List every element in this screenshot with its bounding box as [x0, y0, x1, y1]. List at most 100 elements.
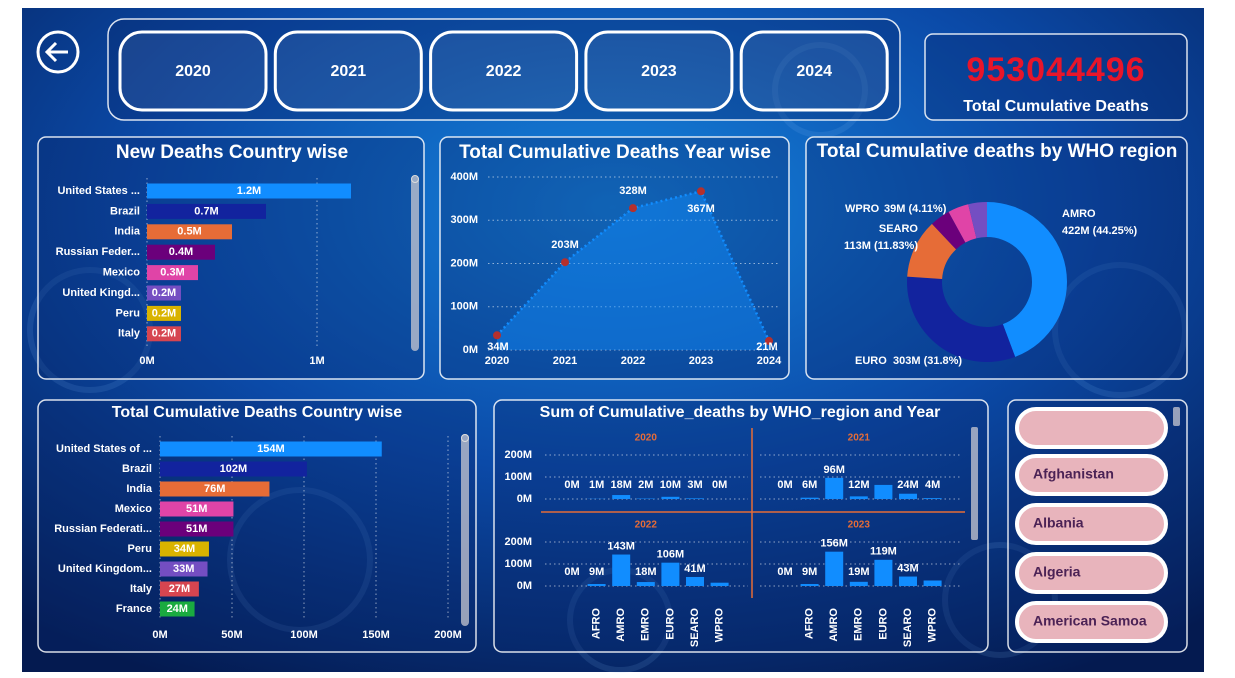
year-button-label[interactable]: 2020 — [175, 63, 211, 80]
year-button-label[interactable]: 2021 — [331, 63, 367, 80]
slicer-item-label[interactable]: Afghanistan — [1033, 466, 1114, 482]
year-button-label[interactable]: 2024 — [796, 63, 832, 80]
slicer-item[interactable] — [1015, 552, 1168, 594]
y-tick-label: Mexico — [103, 267, 141, 279]
value-label: 113M (11.83%) — [844, 240, 918, 252]
y-tick-label: 0M — [463, 344, 478, 356]
back-button[interactable] — [36, 30, 80, 74]
slice — [948, 204, 977, 243]
point — [765, 336, 773, 345]
scroll-handle[interactable] — [461, 434, 469, 442]
bar — [874, 484, 893, 499]
value-label: 18M — [610, 479, 631, 491]
value-label: 24M — [897, 479, 918, 491]
value-label: 203M — [551, 239, 579, 251]
y-tick-label: Peru — [128, 543, 152, 555]
value-label: 0M — [777, 479, 792, 491]
y-tick-label: Russian Feder... — [56, 246, 140, 258]
slicer-item-label[interactable]: American Samoa — [1033, 613, 1147, 629]
value-label: 0.2M — [152, 328, 176, 340]
x-tick-label: EMRO — [853, 608, 865, 641]
scrollbar[interactable] — [461, 434, 469, 626]
decoration — [27, 42, 1188, 673]
value-label: 34M — [174, 543, 195, 555]
value-label: 33M — [173, 563, 194, 575]
scrollbar[interactable] — [971, 427, 978, 540]
x-tick-label: SEARO — [902, 608, 914, 648]
value-label: 41M — [684, 563, 705, 575]
year-button[interactable] — [429, 30, 579, 112]
area — [497, 191, 769, 350]
value-label: 76M — [204, 483, 225, 495]
value-label: 39M (4.11%) — [884, 203, 947, 215]
kpi-label: Total Cumulative Deaths — [963, 98, 1149, 115]
value-label: 51M — [186, 503, 207, 515]
slicer-item-label[interactable]: Albania — [1033, 515, 1084, 531]
bar — [636, 582, 655, 586]
bar — [147, 183, 351, 199]
bar — [899, 493, 917, 499]
kpi-value: 953044496 — [966, 51, 1145, 89]
slice — [931, 211, 966, 250]
value-label: 119M — [870, 546, 897, 558]
value-label: 6M — [802, 479, 817, 491]
y-tick-label: India — [126, 483, 153, 495]
y-tick-label: United States ... — [57, 185, 140, 197]
bar — [160, 441, 382, 457]
value-label: 43M — [897, 562, 918, 574]
year-button[interactable] — [118, 30, 268, 112]
y-tick-label: 0M — [517, 580, 532, 592]
slicer-item[interactable] — [1015, 601, 1168, 643]
scrollbar[interactable] — [411, 176, 419, 351]
scroll-handle[interactable] — [411, 175, 419, 183]
slicer-item[interactable] — [1015, 454, 1168, 496]
value-label: 0M — [564, 479, 579, 491]
year-button[interactable] — [273, 30, 423, 112]
slicer-item[interactable] — [1015, 407, 1168, 449]
y-tick-label: 100M — [504, 558, 532, 570]
y-tick-label: 200M — [504, 449, 532, 461]
bar — [147, 326, 181, 342]
bar — [160, 581, 199, 597]
x-tick-label: 2023 — [689, 355, 713, 367]
year-button[interactable] — [584, 30, 734, 112]
x-tick-label: 200M — [434, 629, 462, 641]
bar — [825, 551, 844, 586]
year-button[interactable] — [739, 30, 889, 112]
x-tick-label: 2021 — [553, 355, 577, 367]
x-tick-label: AMRO — [615, 608, 627, 642]
slicer-item[interactable] — [1015, 503, 1168, 545]
chart-title: Total Cumulative Deaths Country wise — [112, 404, 403, 421]
bar — [147, 305, 181, 321]
value-label: 422M (44.25%) — [1062, 225, 1138, 237]
year-button-label[interactable]: 2023 — [641, 63, 677, 80]
year-button-label[interactable]: 2022 — [486, 63, 522, 80]
value-label: 0.7M — [194, 205, 218, 217]
value-label: 0.3M — [160, 267, 184, 279]
y-tick-label: Brazil — [110, 205, 140, 217]
value-label: 1.2M — [237, 185, 261, 197]
bar — [160, 501, 234, 517]
scrollbar[interactable] — [1173, 407, 1180, 426]
value-label: 367M — [687, 203, 715, 215]
x-tick-label: EURO — [664, 608, 676, 640]
bar — [686, 576, 704, 586]
bar — [160, 481, 270, 497]
y-tick-label: 400M — [450, 171, 478, 183]
bar — [923, 580, 942, 586]
value-label: 19M — [848, 566, 869, 578]
value-label: 12M — [848, 479, 869, 491]
back-arrow[interactable] — [44, 41, 68, 63]
x-tick-label: WPRO — [927, 608, 939, 643]
value-label: 0M — [777, 566, 792, 578]
value-label: 9M — [589, 566, 604, 578]
y-tick-label: Italy — [130, 583, 153, 595]
value-label: 10M — [660, 479, 681, 491]
chart-title: New Deaths Country wise — [116, 142, 348, 163]
value-label: 0.4M — [169, 246, 193, 258]
value-label: 0M — [564, 566, 579, 578]
x-tick-label: 100M — [290, 629, 318, 641]
x-tick-label: 0M — [139, 355, 154, 367]
slicer-item-label[interactable]: Algeria — [1033, 564, 1081, 580]
